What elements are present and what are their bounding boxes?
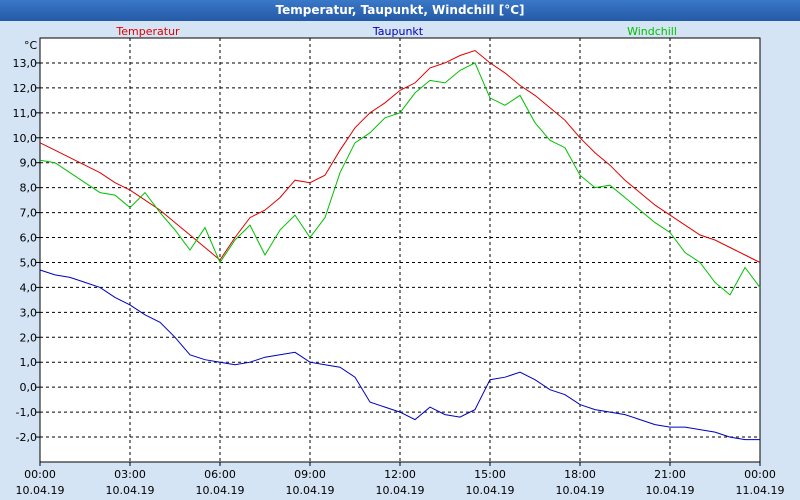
y-tick-label: 10,0 <box>13 132 38 145</box>
x-tick-date: 10.04.19 <box>196 484 245 497</box>
y-tick-label: 2,0 <box>20 331 38 344</box>
y-tick-label: 11,0 <box>13 107 38 120</box>
x-tick-time: 03:00 <box>114 468 146 481</box>
x-tick-date: 10.04.19 <box>106 484 155 497</box>
legend-item-taupunkt: Taupunkt <box>372 25 424 38</box>
y-tick-label: 8,0 <box>20 182 38 195</box>
y-tick-label: 1,0 <box>20 356 38 369</box>
x-axis: 00:00 10.04.19 03:00 10.04.19 06:00 10.04.19 0… <box>16 462 785 497</box>
y-tick-label: 4,0 <box>20 281 38 294</box>
y-tick-label: 12,0 <box>13 82 38 95</box>
y-axis-label: °C <box>24 39 38 52</box>
x-tick-date: 10.04.19 <box>646 484 695 497</box>
y-tick-label: 5,0 <box>20 256 38 269</box>
series-line-windchill <box>39 62 761 296</box>
y-axis: -2,0 -1,0 0,0 1,0 2,0 3,0 4,0 5,0 6,0 7,0 8,0 9,0 10… <box>13 57 40 444</box>
y-tick-label: 0,0 <box>20 381 38 394</box>
series-line-taupunkt <box>39 269 760 441</box>
series-line-temperatur <box>39 49 761 263</box>
y-tick-label: 13,0 <box>13 57 38 70</box>
legend-item-temperatur: Temperatur <box>115 25 180 38</box>
x-tick-time: 21:00 <box>654 468 686 481</box>
grid-lines <box>40 38 760 462</box>
x-tick-time: 18:00 <box>564 468 596 481</box>
x-tick-date: 10.04.19 <box>286 484 335 497</box>
window-title: Temperatur, Taupunkt, Windchill [°C] <box>0 0 800 21</box>
legend-item-windchill: Windchill <box>627 25 677 38</box>
x-tick-time: 12:00 <box>384 468 416 481</box>
y-tick-label: -1,0 <box>16 406 37 419</box>
x-tick-date: 10.04.19 <box>556 484 605 497</box>
y-tick-label: 9,0 <box>20 157 38 170</box>
y-tick-label: 3,0 <box>20 306 38 319</box>
x-tick-time: 00:00 <box>24 468 56 481</box>
legend: Temperatur Taupunkt Windchill <box>115 25 677 38</box>
series-group <box>39 49 761 441</box>
x-tick-time: 09:00 <box>294 468 326 481</box>
y-tick-label: 6,0 <box>20 232 38 245</box>
x-tick-date: 10.04.19 <box>376 484 425 497</box>
x-tick-date: 10.04.19 <box>466 484 515 497</box>
x-tick-time: 00:00 <box>744 468 776 481</box>
y-tick-label: 7,0 <box>20 207 38 220</box>
y-tick-label: -2,0 <box>16 431 37 444</box>
x-tick-time: 06:00 <box>204 468 236 481</box>
x-tick-date: 10.04.19 <box>16 484 65 497</box>
x-tick-date: 11.04.19 <box>736 484 785 497</box>
x-tick-time: 15:00 <box>474 468 506 481</box>
